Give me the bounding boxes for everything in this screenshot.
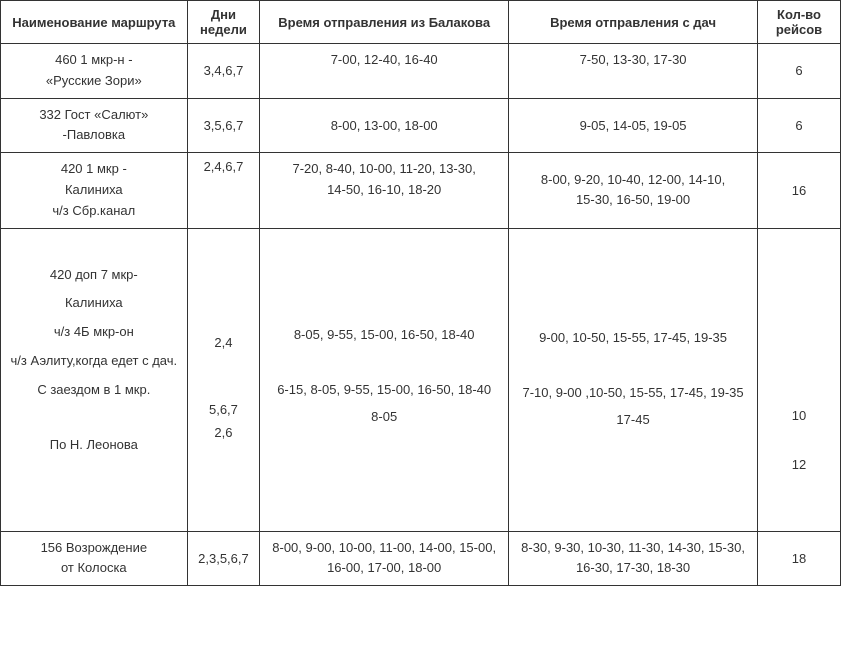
cell-dep-to: 7-50, 13-30, 17-30 xyxy=(509,44,758,99)
schedule-table: Наименование маршрута Дни недели Время о… xyxy=(0,0,841,586)
dep-line: 17-45 xyxy=(513,408,753,431)
dep-line: 7-50, 13-30, 17-30 xyxy=(513,50,753,71)
route-line: Калиниха xyxy=(5,180,183,201)
cell-route: 420 доп 7 мкр- Калиниха ч/з 4Б мкр-он ч/… xyxy=(1,228,188,531)
route-line: от Колоска xyxy=(5,558,183,579)
cell-route: 332 Гост «Салют» -Павловка xyxy=(1,98,188,153)
cell-dep-from: 7-00, 12-40, 16-40 xyxy=(260,44,509,99)
cell-trips: 16 xyxy=(757,153,840,228)
cell-dep-from: 8-05, 9-55, 15-00, 16-50, 18-40 6-15, 8-… xyxy=(260,228,509,531)
days-value: 2,4 xyxy=(192,331,256,354)
dep-line: 8-00, 9-20, 10-40, 12-00, 14-10, xyxy=(513,170,753,191)
cell-dep-from: 7-20, 8-40, 10-00, 11-20, 13-30, 14-50, … xyxy=(260,153,509,228)
dep-line: 8-05 xyxy=(264,405,504,428)
route-line: Калиниха xyxy=(5,289,183,318)
cell-trips: 6 xyxy=(757,98,840,153)
header-dep-to: Время отправления с дач xyxy=(509,1,758,44)
route-line: ч/з Сбр.канал xyxy=(5,201,183,222)
header-trips: Кол-во рейсов xyxy=(757,1,840,44)
cell-dep-to: 9-05, 14-05, 19-05 xyxy=(509,98,758,153)
cell-dep-from: 8-00, 9-00, 10-00, 11-00, 14-00, 15-00, … xyxy=(260,531,509,586)
table-row: 460 1 мкр-н - «Русские Зори» 3,4,6,7 7-0… xyxy=(1,44,841,99)
dep-line: 14-50, 16-10, 18-20 xyxy=(264,180,504,201)
dep-line: 7-00, 12-40, 16-40 xyxy=(264,50,504,71)
days-value: 2,6 xyxy=(192,421,256,444)
header-dep-from: Время отправления из Балакова xyxy=(260,1,509,44)
cell-days: 3,4,6,7 xyxy=(187,44,260,99)
dep-line: 8-30, 9-30, 10-30, 11-30, 14-30, 15-30, xyxy=(513,538,753,559)
route-line: «Русские Зори» xyxy=(5,71,183,92)
days-value: 5,6,7 xyxy=(192,398,256,421)
route-line: 420 доп 7 мкр- xyxy=(5,261,183,290)
cell-trips: 18 xyxy=(757,531,840,586)
table-row: 332 Гост «Салют» -Павловка 3,5,6,7 8-00,… xyxy=(1,98,841,153)
cell-dep-from: 8-00, 13-00, 18-00 xyxy=(260,98,509,153)
dep-line: 15-30, 16-50, 19-00 xyxy=(513,190,753,211)
dep-line: 9-00, 10-50, 15-55, 17-45, 19-35 xyxy=(513,324,753,353)
dep-line: 6-15, 8-05, 9-55, 15-00, 16-50, 18-40 xyxy=(264,376,504,405)
route-line: 420 1 мкр - xyxy=(5,159,183,180)
cell-dep-to: 8-00, 9-20, 10-40, 12-00, 14-10, 15-30, … xyxy=(509,153,758,228)
trips-value: 10 xyxy=(762,404,836,427)
table-row: 420 доп 7 мкр- Калиниха ч/з 4Б мкр-он ч/… xyxy=(1,228,841,531)
cell-dep-to: 9-00, 10-50, 15-55, 17-45, 19-35 7-10, 9… xyxy=(509,228,758,531)
route-line: 156 Возрождение xyxy=(5,538,183,559)
cell-dep-to: 8-30, 9-30, 10-30, 11-30, 14-30, 15-30, … xyxy=(509,531,758,586)
dep-line: 8-05, 9-55, 15-00, 16-50, 18-40 xyxy=(264,321,504,350)
table-row: 420 1 мкр - Калиниха ч/з Сбр.канал 2,4,6… xyxy=(1,153,841,228)
cell-route: 460 1 мкр-н - «Русские Зори» xyxy=(1,44,188,99)
header-row: Наименование маршрута Дни недели Время о… xyxy=(1,1,841,44)
route-line: По Н. Леонова xyxy=(5,431,183,460)
cell-days: 2,3,5,6,7 xyxy=(187,531,260,586)
dep-line: 7-20, 8-40, 10-00, 11-20, 13-30, xyxy=(264,159,504,180)
header-route: Наименование маршрута xyxy=(1,1,188,44)
cell-days: 2,4 5,6,7 2,6 xyxy=(187,228,260,531)
trips-value: 12 xyxy=(762,453,836,476)
route-line: 460 1 мкр-н - xyxy=(5,50,183,71)
header-days: Дни недели xyxy=(187,1,260,44)
route-line: -Павловка xyxy=(5,125,183,146)
cell-route: 420 1 мкр - Калиниха ч/з Сбр.канал xyxy=(1,153,188,228)
route-line: С заездом в 1 мкр. xyxy=(5,376,183,405)
table-row: 156 Возрождение от Колоска 2,3,5,6,7 8-0… xyxy=(1,531,841,586)
dep-line: 7-10, 9-00 ,10-50, 15-55, 17-45, 19-35 xyxy=(513,379,753,408)
route-line: ч/з Аэлиту,когда едет с дач. xyxy=(5,347,183,376)
dep-line: 16-30, 17-30, 18-30 xyxy=(513,558,753,579)
route-line: ч/з 4Б мкр-он xyxy=(5,318,183,347)
dep-line: 8-00, 9-00, 10-00, 11-00, 14-00, 15-00, xyxy=(264,538,504,559)
cell-days: 3,5,6,7 xyxy=(187,98,260,153)
cell-days: 2,4,6,7 xyxy=(187,153,260,228)
dep-line: 16-00, 17-00, 18-00 xyxy=(264,558,504,579)
cell-trips: 10 12 xyxy=(757,228,840,531)
route-line: 332 Гост «Салют» xyxy=(5,105,183,126)
cell-route: 156 Возрождение от Колоска xyxy=(1,531,188,586)
cell-trips: 6 xyxy=(757,44,840,99)
